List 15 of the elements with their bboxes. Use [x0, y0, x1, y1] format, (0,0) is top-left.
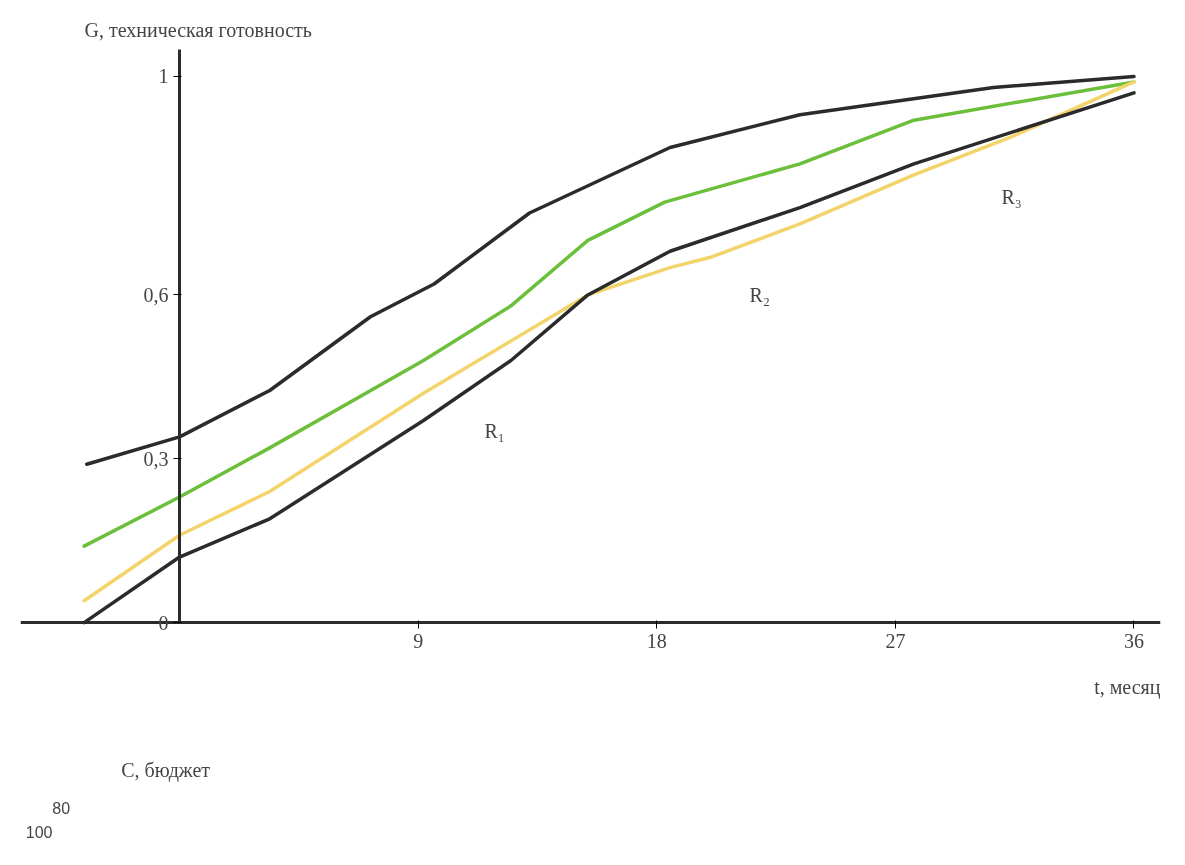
- annotation: R₂: [749, 283, 770, 306]
- annotation: R₁: [484, 420, 505, 443]
- text: C, бюджет: [121, 758, 211, 782]
- x-tick-label: 9: [413, 629, 424, 652]
- y-tick-label: 0,6: [143, 283, 169, 306]
- y-tick-label: 1: [158, 65, 169, 88]
- y-axis-title: G, техническая готовность: [84, 19, 312, 42]
- text: 80: [52, 799, 71, 817]
- x-tick-label: 27: [885, 629, 906, 652]
- annotation: R₃: [1001, 185, 1022, 208]
- x-axis-title: t, месяц: [1094, 675, 1161, 699]
- y-tick-label: 0,3: [143, 447, 169, 470]
- text: 100: [25, 824, 53, 842]
- x-tick-label: 18: [646, 629, 667, 652]
- x-tick-label: 36: [1123, 629, 1144, 652]
